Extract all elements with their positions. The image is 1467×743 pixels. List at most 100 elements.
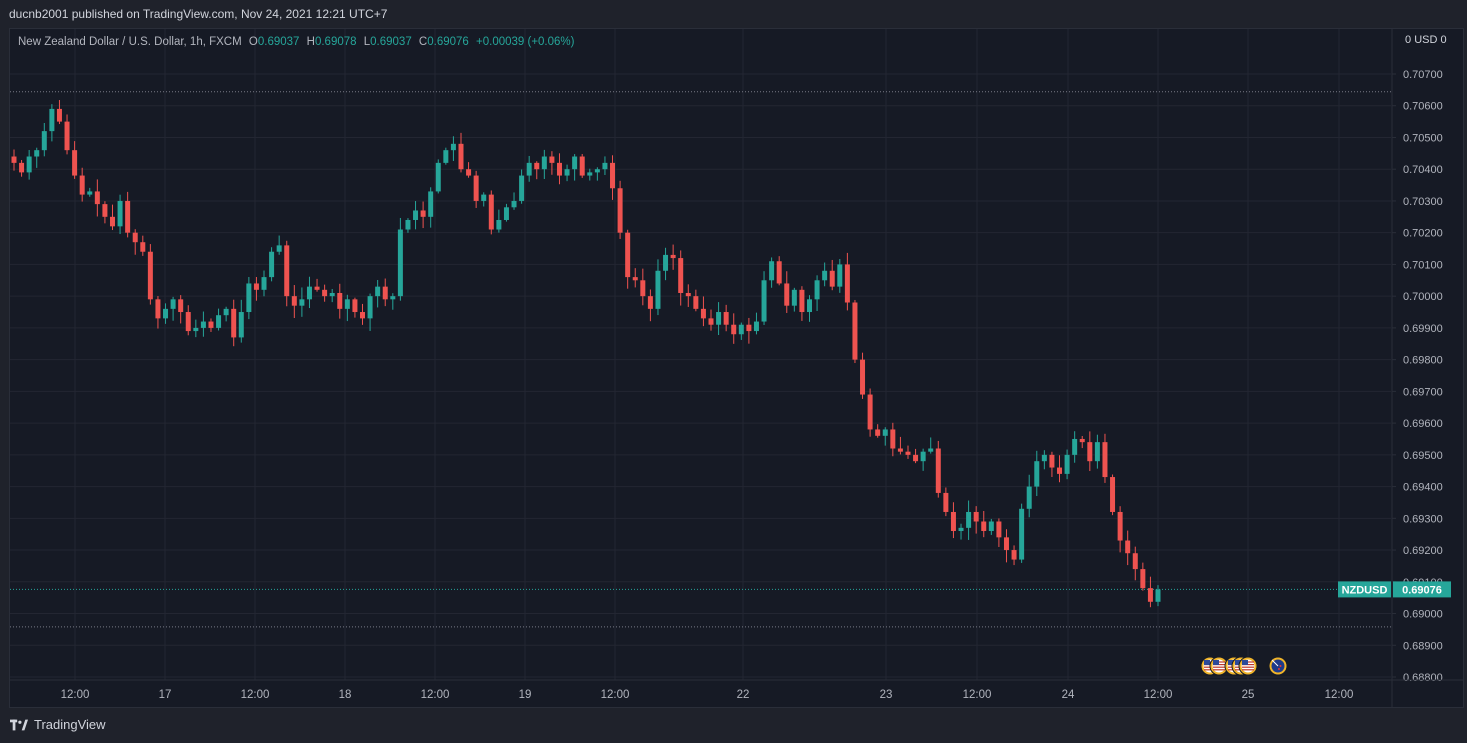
candle-body [413,210,419,220]
candle-body [1003,537,1009,551]
candle-body [776,261,782,284]
candle-body [822,270,828,281]
candle-body [1125,540,1131,554]
candle-body [155,299,161,319]
candle-body [1155,589,1161,602]
candle-body [958,527,964,532]
top-bar: ducnb2001 published on TradingView.com, … [0,0,1467,28]
price-tick-label: 0.70100 [1403,259,1443,271]
flag-cross [1271,659,1279,667]
candle-body [655,270,661,309]
candle-body [647,296,653,309]
candle-body [231,308,237,338]
candle-body [503,207,509,220]
candle-body [450,143,456,151]
us-flag-event-icon[interactable] [1238,656,1258,676]
candle-body [481,194,487,201]
time-tick-label: 17 [159,689,172,701]
candle-body [284,245,290,297]
candle-body [261,277,267,290]
candle-body [26,156,32,173]
candle-body [950,511,956,532]
currency-left-cut: 0 [1405,34,1412,46]
candle-body [185,312,191,332]
candle-body [670,254,676,259]
candle-body [322,289,328,297]
candle-body [344,299,350,309]
price-axis: 0.70700 0.70600 0.70500 0.70400 0.70300 0.702… [1391,29,1443,707]
price-tick-label: 0.69900 [1403,323,1443,335]
candle-body [405,219,411,230]
candle-body [435,162,441,192]
candle-body [700,308,706,319]
candle-body [1094,442,1100,462]
candle-body [663,254,669,271]
candle-body [617,188,623,233]
candle-body [1147,588,1153,602]
price-tick-label: 0.69400 [1403,482,1443,494]
candle-body [844,264,850,303]
candle-body [753,321,759,332]
candle-body [837,264,843,287]
change-value: +0.00039 (+0.06%) [476,36,575,48]
time-tick-label: 12:00 [963,689,992,701]
candle-body [897,448,903,452]
candle-body [761,280,767,322]
candle-body [420,210,426,217]
time-tick-label: 24 [1062,689,1075,701]
price-tick-label: 0.68800 [1403,672,1443,684]
price-tick-label: 0.70600 [1403,101,1443,113]
candle-body [890,429,896,449]
candle-body [200,321,206,328]
price-tick-label: 0.70200 [1403,228,1443,240]
candle-body [163,308,169,319]
price-tick-label: 0.70300 [1403,196,1443,208]
candle-body [428,191,434,217]
candle-body [572,156,578,170]
time-tick-label: 12:00 [1325,689,1354,701]
candle-body [519,175,525,201]
symbol-legend[interactable]: New Zealand Dollar / U.S. Dollar, 1h, FX… [18,36,578,48]
flag-canton [1242,660,1248,665]
candle-body [140,242,146,252]
chart-pane[interactable] [9,28,1464,708]
currency-right-cut: 0 [1440,34,1447,46]
candle-body [466,169,472,176]
candle-body [867,394,873,430]
candle-body [329,292,335,297]
candle-body [360,312,366,319]
price-tick-label: 0.69600 [1403,418,1443,430]
candle-body [1079,438,1085,443]
candle-body [94,191,100,205]
candle-body [791,289,797,306]
candle-body [34,150,40,157]
low-value: 0.69037 [370,36,412,48]
candle-body [784,283,790,306]
candle-body [72,150,78,176]
nz-flag-event-icon[interactable] [1268,656,1288,676]
time-tick-label: 18 [339,689,352,701]
candle-body [1019,508,1025,560]
candle-body [41,131,47,151]
time-tick-label: 12:00 [421,689,450,701]
candle-body [473,175,479,201]
last-price-marker: NZDUSD 0.69076 [1338,581,1451,598]
candle-body [458,143,464,170]
candle-body [132,232,138,243]
candle-body [693,296,699,309]
price-tick-label: 0.70500 [1403,132,1443,144]
flag-star [1278,668,1280,670]
candle-body [610,162,616,189]
candle-body [1057,467,1063,474]
candle-body [526,162,532,176]
candle-body [708,318,714,325]
flag-canton [1235,660,1241,665]
last-price-symbol: NZDUSD [1342,584,1388,596]
candle-body [390,296,396,300]
candle-body [19,162,25,173]
tradingview-brand[interactable]: TradingView [10,717,106,732]
price-tick-label: 0.69500 [1403,450,1443,462]
currency-label[interactable]: 0 USD 0 [1405,34,1447,46]
candle-body [79,175,85,195]
